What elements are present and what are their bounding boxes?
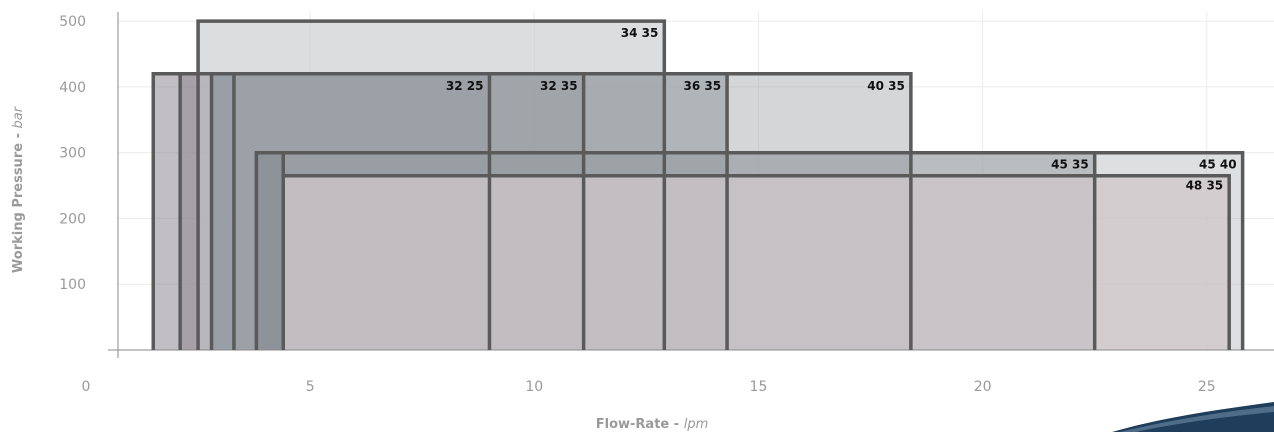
pressure-flow-outlines [151,19,1245,350]
y-axis-unit: bar [11,105,26,128]
model-label: 40 35 [867,79,905,93]
x-tick-label: 20 [974,379,992,395]
tick-labels: 0 5 10 15 20 25 100 200 300 400 500 [59,14,1215,395]
model-region-outline [196,19,667,350]
y-axis-label: Working Pressure [11,143,26,273]
x-axis-title: Flow-Rate - lpm [596,417,708,432]
axes [108,12,1274,358]
x-tick-label: 25 [1198,379,1216,395]
brand-swoosh-decoration [1112,402,1274,432]
y-tick-label: 500 [59,14,86,30]
model-label: 48 35 [1186,179,1224,193]
model-label: 34 35 [621,26,659,40]
x-tick-label: 15 [750,379,768,395]
x-tick-label: 10 [525,379,543,395]
model-region-fill [283,175,1230,350]
x-tick-label: 5 [306,379,315,395]
y-axis-title: Working Pressure - bar [11,105,26,273]
x-tick-label: 0 [82,379,91,395]
y-tick-label: 300 [59,146,86,162]
y-tick-label: 100 [59,277,86,293]
model-label: 36 35 [683,79,721,93]
model-region-outline [232,72,913,350]
model-label: 45 35 [1051,158,1089,172]
x-axis-unit: lpm [684,417,709,432]
model-label: 32 25 [446,79,484,93]
brand-swoosh-highlight [1120,406,1274,432]
model-region-outline [281,173,1231,350]
y-tick-label: 400 [59,80,86,96]
model-label: 45 40 [1199,158,1237,172]
model-label: 32 35 [540,79,578,93]
model-labels: 32 25 32 35 34 35 36 35 40 35 45 35 45 40 48 35 [446,26,1237,193]
y-tick-label: 200 [59,211,86,227]
x-axis-label: Flow-Rate [596,417,670,432]
pressure-flow-fills [153,21,1243,351]
